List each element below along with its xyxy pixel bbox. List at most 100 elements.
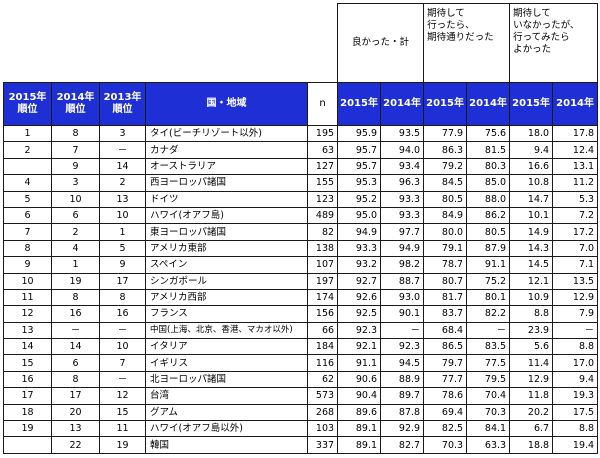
expected-2014-cell: 70.3 <box>466 403 511 422</box>
expected-2014-cell: 70.4 <box>466 387 511 405</box>
unexpected-2014-cell: 12.4 <box>552 141 599 159</box>
unexpected-2014-cell: 19.3 <box>552 387 599 405</box>
sample-size-cell: 103 <box>306 420 339 438</box>
sample-size-cell: 127 <box>306 157 339 176</box>
country-name-cell: グアム <box>145 403 308 422</box>
good-2014-cell: 93.3 <box>380 206 425 225</box>
rank-2014-cell: 10 <box>51 190 100 208</box>
group-expected-line3: 期待通りだった <box>427 32 494 43</box>
rank-2013-cell: － <box>99 321 146 340</box>
good-2015-cell: 95.2 <box>337 190 382 208</box>
unexpected-2015-cell: 20.2 <box>509 403 554 422</box>
unexpected-2014-cell: 13.5 <box>552 272 599 290</box>
rank-2015-cell: 14 <box>3 338 52 356</box>
expected-2015-cell: 82.5 <box>423 420 468 438</box>
expected-2015-cell: 86.3 <box>423 141 468 159</box>
col-good-2014: 2014年 <box>380 82 425 126</box>
good-2014-cell: 87.8 <box>380 403 425 422</box>
rank-2014-cell: 8 <box>51 288 100 307</box>
table-row: 13 －－中国(上海、北京、香港、マカオ以外) 66 92.3 － 68.4 － 23.9 － <box>3 321 599 340</box>
table-row: 5 10 13 ドイツ 123 95.2 93.3 80.5 88.0 14.7 5.3 <box>3 190 599 208</box>
sample-size-cell: 197 <box>306 272 339 290</box>
rank-2015-cell: 6 <box>3 206 52 225</box>
good-2015-cell: 94.9 <box>337 223 382 241</box>
country-name-cell: イタリア <box>145 338 308 356</box>
table-row: 9 1 9 スペイン 107 93.2 98.2 78.7 91.1 14.5 7.1 <box>3 256 599 274</box>
expected-2015-cell: 83.7 <box>423 305 468 323</box>
expected-2014-cell: 63.3 <box>466 436 511 454</box>
country-name-cell: 韓国 <box>145 436 308 454</box>
sample-size-cell: 573 <box>306 387 339 405</box>
table-row: 7 2 1 東ヨーロッパ諸国 82 94.9 97.7 80.0 80.5 14.9 17.2 <box>3 223 599 241</box>
good-2014-cell: 89.7 <box>380 387 425 405</box>
country-name-cell: 北ヨーロッパ諸国 <box>145 370 308 389</box>
col-expected-2015: 2015年 <box>423 82 468 126</box>
rank-2013-cell: － <box>99 141 146 159</box>
expected-2015-cell: 78.6 <box>423 387 468 405</box>
good-2014-cell: 88.7 <box>380 272 425 290</box>
rank-2014-cell: 1 <box>51 256 100 274</box>
col-n: n <box>306 82 339 126</box>
country-name-cell: 西ヨーロッパ諸国 <box>145 174 308 192</box>
sample-size-cell: 63 <box>306 141 339 159</box>
group-header-unexpected: 期待して いなかったが、 行ってみたら よかった <box>509 3 599 83</box>
table-row: 15 6 7 イギリス 116 91.1 94.5 79.7 77.5 11.4 17.0 <box>3 354 599 372</box>
country-name-cell: ハワイ(オアフ島) <box>145 206 308 225</box>
group-header-row: 良かった・計 期待して 行ったら、 期待通りだった 期待して いなかったが、 行… <box>3 3 599 83</box>
expected-2015-cell: 78.7 <box>423 256 468 274</box>
unexpected-2015-cell: 5.6 <box>509 338 554 356</box>
col-rank-2013-label: 順位 <box>112 104 133 115</box>
sample-size-cell: 138 <box>306 239 339 258</box>
good-2014-cell: 94.5 <box>380 354 425 372</box>
expected-2014-cell: 91.1 <box>466 256 511 274</box>
rank-2014-cell: 8 <box>51 124 100 143</box>
col-rank-2015: 2015年 順位 <box>3 82 52 126</box>
group-expected-line2: 行ったら、 <box>427 20 475 31</box>
good-2014-cell: 93.4 <box>380 157 425 176</box>
good-2015-cell: 91.1 <box>337 354 382 372</box>
table-row: 10 19 17 シンガポール 197 92.7 88.7 80.7 75.2 12.1 13.5 <box>3 272 599 290</box>
sample-size-cell: 174 <box>306 288 339 307</box>
rank-2015-cell: 1 <box>3 124 52 143</box>
good-2015-cell: 92.5 <box>337 305 382 323</box>
expected-2015-cell: 69.4 <box>423 403 468 422</box>
sample-size-cell: 156 <box>306 305 339 323</box>
rank-2014-cell: 16 <box>51 305 100 323</box>
unexpected-2015-cell: 11.4 <box>509 354 554 372</box>
unexpected-2014-cell: 17.8 <box>552 124 599 143</box>
good-2015-cell: 92.6 <box>337 288 382 307</box>
unexpected-2014-cell: 11.2 <box>552 174 599 192</box>
unexpected-2015-cell: 10.8 <box>509 174 554 192</box>
unexpected-2014-cell: 8.8 <box>552 338 599 356</box>
rank-2013-cell: 2 <box>99 174 146 192</box>
table-row: 22 19 韓国 337 89.1 82.7 70.3 63.3 18.8 19.4 <box>3 436 599 454</box>
col-unexpected-2014: 2014年 <box>552 82 599 126</box>
expected-2015-cell: 77.7 <box>423 370 468 389</box>
rank-2014-cell: 3 <box>51 174 100 192</box>
country-name-cell: 東ヨーロッパ諸国 <box>145 223 308 241</box>
group-expected-line1: 期待して <box>427 8 465 19</box>
table-row: 12 16 16 フランス 156 92.5 90.1 83.7 82.2 8.8 7.9 <box>3 305 599 323</box>
rank-2013-cell: － <box>99 370 146 389</box>
expected-2014-cell: 88.0 <box>466 190 511 208</box>
rank-2015-cell: 10 <box>3 272 52 290</box>
rank-2015-cell: 15 <box>3 354 52 372</box>
rank-2013-cell: 5 <box>99 239 146 258</box>
rank-2013-cell: 16 <box>99 305 146 323</box>
expected-2014-cell: 75.2 <box>466 272 511 290</box>
sample-size-cell: 155 <box>306 174 339 192</box>
rank-2014-cell: 8 <box>51 370 100 389</box>
sample-size-cell: 123 <box>306 190 339 208</box>
expected-2014-cell: 77.5 <box>466 354 511 372</box>
unexpected-2014-cell: 13.1 <box>552 157 599 176</box>
rank-2014-cell: 6 <box>51 354 100 372</box>
good-2015-cell: 95.7 <box>337 141 382 159</box>
good-2014-cell: － <box>380 321 425 340</box>
satisfaction-ranking-table: 良かった・計 期待して 行ったら、 期待通りだった 期待して いなかったが、 行… <box>3 3 599 454</box>
good-2015-cell: 92.3 <box>337 321 382 340</box>
good-2015-cell: 95.9 <box>337 124 382 143</box>
good-2014-cell: 92.9 <box>380 420 425 438</box>
table-row: 1 8 3 タイ(ビーチリゾート以外) 195 95.9 93.5 77.9 75.6 18.0 1… <box>3 124 599 143</box>
good-2014-cell: 93.0 <box>380 288 425 307</box>
rank-2015-cell: 19 <box>3 420 52 438</box>
